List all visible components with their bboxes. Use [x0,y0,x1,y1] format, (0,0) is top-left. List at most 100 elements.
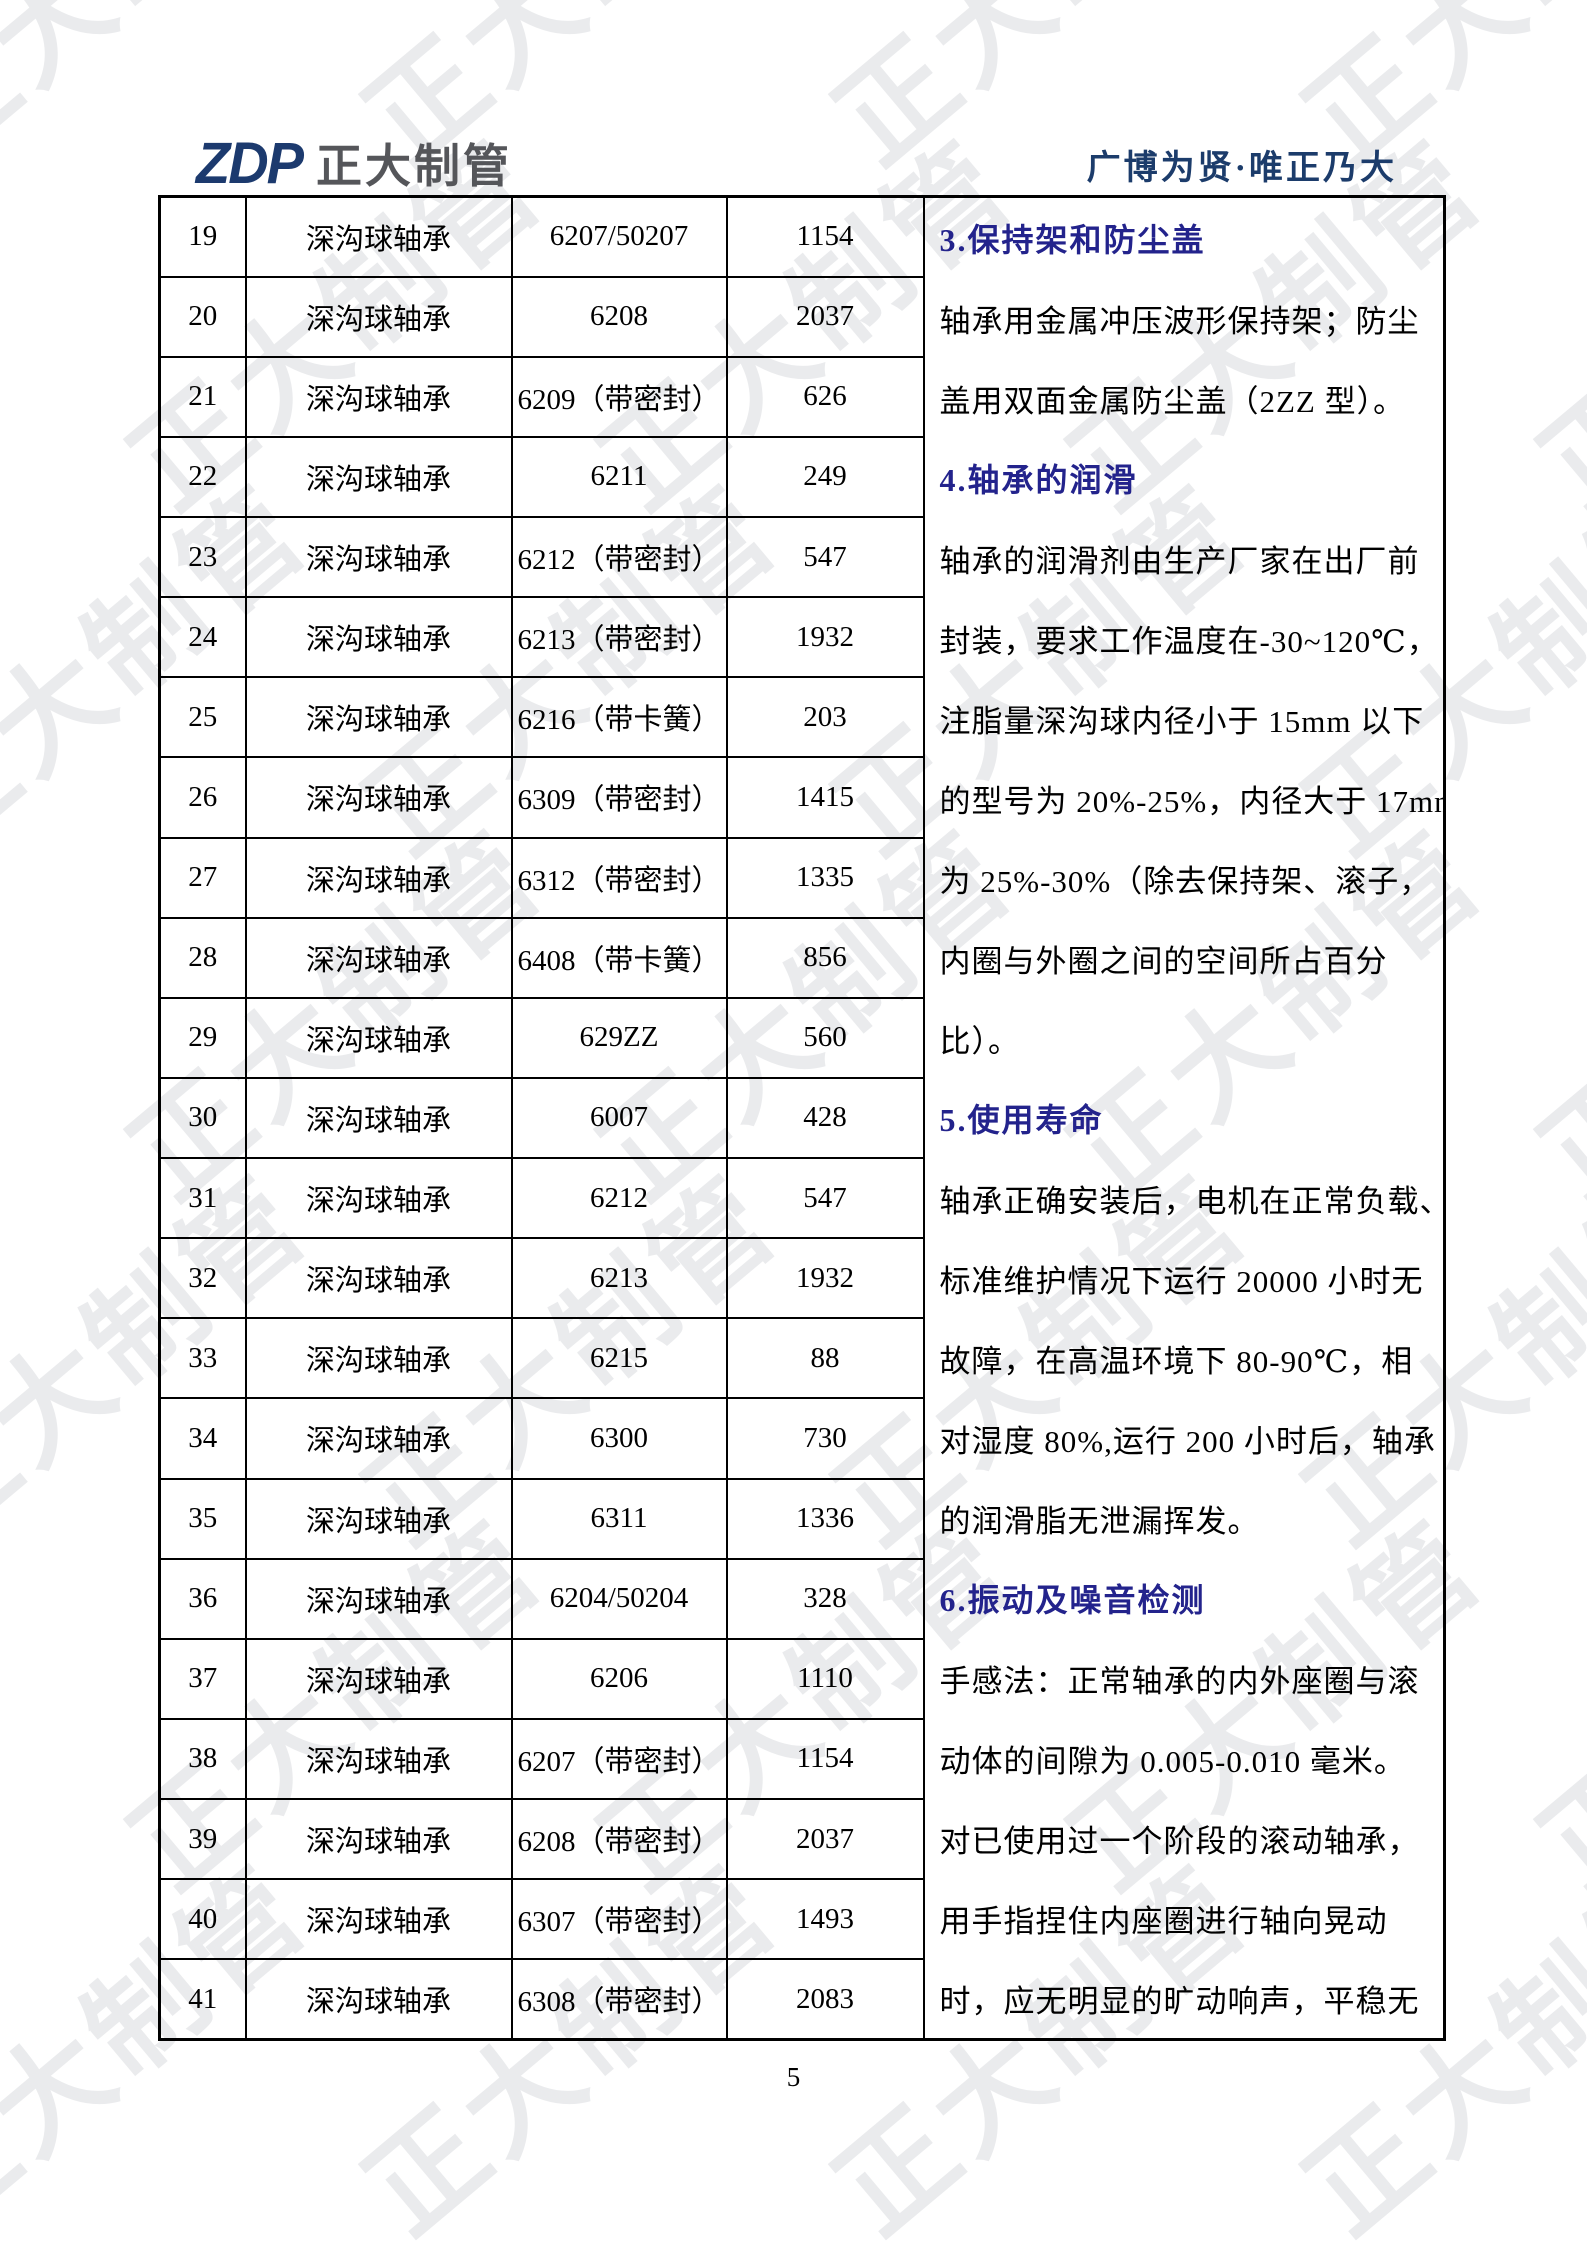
cell-model: 6309（带密封） [510,756,728,839]
cell-bearing-name: 深沟球轴承 [244,355,513,438]
cell-bearing-name: 深沟球轴承 [244,1076,513,1160]
section-heading: 3.保持架和防尘盖 [939,222,1206,258]
cell-model: 6408（带卡簧） [510,916,728,999]
note-line: 的型号为 20%-25%，内径大于 17mm [939,783,1445,819]
table-row: 19 深沟球轴承 6207/50207 1154 3.保持架和防尘盖 轴承用金属冲压波形保… [158,195,1446,2041]
cell-quantity: 203 [725,676,925,759]
cell-model: 6307（带密封） [510,1878,728,1961]
cell-model: 6311 [510,1477,728,1560]
cell-quantity: 1932 [725,1237,925,1320]
cell-bearing-name: 深沟球轴承 [244,1637,513,1720]
note-line: 手感法：正常轴承的内外座圈与滚 [939,1663,1420,1699]
cell-model: 6207（带密封） [510,1717,728,1801]
cell-row-number: 19 [158,195,247,278]
cell-quantity: 249 [725,435,925,519]
cell-model: 6213（带密封） [510,596,728,679]
cell-model: 6204/50204 [510,1557,728,1640]
cell-model: 6207/50207 [510,195,728,278]
cell-row-number: 39 [158,1797,247,1881]
cell-bearing-name: 深沟球轴承 [244,515,513,599]
table-row: 21 深沟球轴承 6209（带密封） 626 [158,355,1445,438]
cell-quantity: 328 [725,1557,925,1640]
cell-row-number: 29 [158,996,247,1079]
note-line: 盖用双面金属防尘盖（2ZZ 型）。 [939,383,1406,419]
cell-row-number: 32 [158,1237,247,1320]
note-line: 时，应无明显的旷动响声，平稳无 [939,1983,1420,2019]
cell-quantity: 1110 [725,1637,925,1720]
cell-bearing-name: 深沟球轴承 [244,275,513,358]
cell-model: 6208 [510,275,728,358]
cell-row-number: 24 [158,596,247,679]
cell-model: 6212 [510,1156,728,1240]
cell-row-number: 41 [158,1958,247,2041]
cell-model: 6308（带密封） [510,1958,728,2041]
watermark-text: 正大制管 [1517,808,1587,1223]
table-row: 27 深沟球轴承 6312（带密封） 1335 [158,836,1445,919]
table-row: 24 深沟球轴承 6213（带密封） 1932 [158,596,1445,679]
note-line: 对湿度 80%,运行 200 小时后，轴承 [939,1423,1436,1459]
cell-bearing-name: 深沟球轴承 [244,1156,513,1240]
section-heading: 6.振动及噪音检测 [939,1582,1206,1618]
cell-quantity: 2037 [725,275,925,358]
cell-bearing-name: 深沟球轴承 [244,1878,513,1961]
cell-bearing-name: 深沟球轴承 [244,1237,513,1320]
cell-bearing-name: 深沟球轴承 [244,1477,513,1560]
cell-row-number: 20 [158,275,247,358]
table-row: 37 深沟球轴承 6206 1110 [158,1637,1445,1720]
table-row: 38 深沟球轴承 6207（带密封） 1154 [158,1717,1445,1801]
cell-quantity: 1415 [725,756,925,839]
watermark-text: 正大制管 [1517,118,1587,533]
note-line: 动体的间隙为 0.005-0.010 毫米。 [939,1743,1406,1779]
cell-quantity: 2037 [725,1797,925,1881]
cell-row-number: 37 [158,1637,247,1720]
note-line: 轴承用金属冲压波形保持架；防尘 [939,303,1420,339]
cell-bearing-name: 深沟球轴承 [244,195,513,278]
cell-model: 6300 [510,1397,728,1480]
cell-quantity: 626 [725,355,925,438]
cell-bearing-name: 深沟球轴承 [244,1557,513,1640]
cell-row-number: 31 [158,1156,247,1240]
cell-row-number: 25 [158,676,247,759]
table-row: 23 深沟球轴承 6212（带密封） 547 [158,515,1445,599]
table-row: 34 深沟球轴承 6300 730 [158,1397,1445,1480]
cell-model: 6211 [510,435,728,519]
cell-row-number: 22 [158,435,247,519]
cell-quantity: 856 [725,916,925,999]
cell-model: 6213 [510,1237,728,1320]
logo-company-name: 正大制管 [316,140,512,192]
cell-quantity: 2083 [725,1958,925,2041]
cell-quantity: 547 [725,1156,925,1240]
cell-row-number: 34 [158,1397,247,1480]
note-line: 对已使用过一个阶段的滚动轴承， [939,1823,1420,1859]
table-row: 39 深沟球轴承 6208（带密封） 2037 [158,1797,1445,1881]
section-heading: 4.轴承的润滑 [939,462,1138,498]
cell-quantity: 1335 [725,836,925,919]
table-row: 31 深沟球轴承 6212 547 [158,1156,1445,1240]
cell-quantity: 1154 [725,195,925,278]
cell-bearing-name: 深沟球轴承 [244,1717,513,1801]
cell-row-number: 30 [158,1076,247,1160]
section-heading: 5.使用寿命 [939,1102,1104,1138]
table-row: 29 深沟球轴承 629ZZ 560 [158,996,1445,1079]
cell-bearing-name: 深沟球轴承 [244,596,513,679]
table-row: 26 深沟球轴承 6309（带密封） 1415 [158,756,1445,839]
cell-quantity: 730 [725,1397,925,1480]
cell-row-number: 36 [158,1557,247,1640]
cell-row-number: 33 [158,1317,247,1400]
cell-quantity: 1932 [725,596,925,679]
table-row: 30 深沟球轴承 6007 428 [158,1076,1445,1160]
cell-row-number: 21 [158,355,247,438]
table-row: 35 深沟球轴承 6311 1336 [158,1477,1445,1560]
cell-model: 6208（带密封） [510,1797,728,1881]
table-row: 20 深沟球轴承 6208 2037 [158,275,1445,358]
cell-quantity: 560 [725,996,925,1079]
cell-quantity: 1336 [725,1477,925,1560]
table-row: 28 深沟球轴承 6408（带卡簧） 856 [158,916,1445,999]
table-row: 36 深沟球轴承 6204/50204 328 [158,1557,1445,1640]
table-row: 32 深沟球轴承 6213 1932 [158,1237,1445,1320]
logo-zdp-mark: ZDP [196,129,304,196]
note-line: 标准维护情况下运行 20000 小时无 [939,1263,1424,1299]
cell-bearing-name: 深沟球轴承 [244,676,513,759]
table-row: 41 深沟球轴承 6308（带密封） 2083 [158,1958,1445,2041]
